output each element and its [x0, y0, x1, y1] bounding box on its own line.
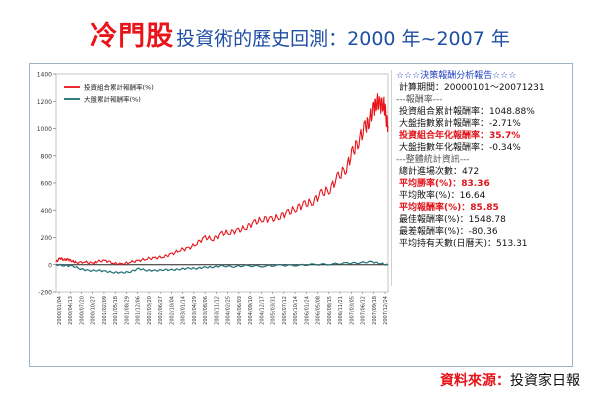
- source-value: 投資家日報: [510, 373, 580, 389]
- source-line: 資料來源：投資家日報: [440, 370, 580, 390]
- x-tick-label: 2006/01/24: [304, 296, 310, 325]
- min-return-value: -80.36: [468, 227, 498, 237]
- x-tick-label: 2003/04/29: [192, 296, 198, 325]
- win-rate-label: 平均勝率(%)：: [399, 179, 462, 189]
- x-tick-label: 2003/01/14: [181, 296, 187, 325]
- page-title: 冷門股 投資術的歷史回測：2000 年~2007 年: [0, 14, 600, 53]
- y-tick-label: 400: [41, 208, 53, 215]
- x-tick-label: 2000/01/04: [57, 296, 63, 325]
- report-index-cum: 大盤指數累計報酬率：-2.71%: [396, 118, 567, 130]
- index-cum-value: -2.71%: [489, 119, 521, 129]
- period-value: 20000101～20071231: [444, 83, 545, 93]
- y-tick-label: 1200: [37, 99, 52, 106]
- x-tick-label: 2002/06/27: [158, 296, 164, 325]
- index-ann-value: -0.34%: [489, 143, 521, 153]
- x-tick-label: 2004/06/03: [237, 296, 243, 325]
- report-period: 計算期間：20000101～20071231: [396, 82, 567, 94]
- period-label: 計算期間：: [399, 83, 445, 93]
- x-tick-label: 2007/03/05: [349, 296, 355, 325]
- report-section-return: ---報酬率---: [396, 95, 443, 105]
- chart-panel: -200 0 200 400 600 800 1000 1200 1400 2000/01/04 2…: [29, 63, 573, 367]
- portfolio-cum-value: 1048.88%: [489, 107, 535, 117]
- report-avg-return: 平均報酬率(%)：85.85: [396, 202, 567, 214]
- x-tick-label: 2000/07/20: [79, 296, 85, 325]
- min-return-label: 最差報酬率(%)：: [399, 227, 469, 237]
- report-index-ann: 大盤指數年化報酬率：-0.34%: [396, 142, 567, 154]
- x-tick-label: 2000/04/13: [68, 296, 74, 325]
- index-ann-label: 大盤指數年化報酬率：: [399, 143, 490, 153]
- report-portfolio-ann: 投資組合年化報酬率：35.7%: [396, 130, 567, 142]
- report-heading: ☆☆☆決策報酬分析報告☆☆☆: [396, 71, 517, 81]
- report-max-return: 最佳報酬率(%)：1548.78: [396, 214, 567, 226]
- source-label: 資料來源：: [440, 373, 510, 389]
- y-tick-label: 200: [41, 235, 53, 242]
- portfolio-cum-label: 投資組合累計報酬率：: [399, 107, 490, 117]
- x-tick-label: 2001/12/06: [136, 296, 142, 325]
- line-chart: -200 0 200 400 600 800 1000 1200 1400 2000/01/04 2…: [37, 72, 389, 325]
- y-tick-label: 1000: [37, 126, 52, 133]
- report-loss-rate: 平均敗率(%)：16.64: [396, 190, 567, 202]
- x-tick-label: 2006/11/21: [338, 296, 344, 325]
- x-tick-label: 2005/10/14: [293, 296, 299, 325]
- x-tick-label: 2004/02/25: [226, 296, 232, 325]
- x-tick-label: 2001/02/09: [102, 296, 108, 325]
- plot-area: [55, 73, 389, 293]
- avg-return-label: 平均報酬率(%)：: [399, 203, 471, 213]
- x-tick-label: 2000/10/27: [91, 296, 97, 325]
- x-tick-label: 2001/08/29: [124, 296, 130, 325]
- report-win-rate: 平均勝率(%)：83.36: [396, 178, 567, 190]
- portfolio-ann-label: 投資組合年化報酬率：: [399, 131, 490, 141]
- x-tick-label: 2003/11/12: [214, 296, 220, 325]
- y-tick-label: -200: [38, 290, 52, 297]
- x-tick-label: 2002/03/20: [147, 296, 153, 325]
- win-rate-value: 83.36: [461, 179, 490, 189]
- portfolio-ann-value: 35.7%: [489, 131, 521, 141]
- report-panel: ☆☆☆決策報酬分析報告☆☆☆ 計算期間：20000101～20071231 --…: [391, 70, 567, 286]
- title-main: 冷門股: [90, 21, 175, 52]
- trades-label: 總計進場次數：: [399, 167, 463, 177]
- report-portfolio-cum: 投資組合累計報酬率：1048.88%: [396, 106, 567, 118]
- legend-label: 投資組合累計報酬率(%): [84, 83, 154, 92]
- x-tick-label: 2007/09/18: [372, 296, 378, 325]
- series-index-line: [55, 260, 389, 274]
- title-subtitle: 投資術的歷史回測：2000 年~2007 年: [176, 28, 510, 50]
- report-trades: 總計進場次數：472: [396, 166, 567, 178]
- x-tick-label: 2003/08/06: [203, 296, 209, 325]
- loss-rate-label: 平均敗率(%)：: [399, 191, 460, 201]
- x-tick-label: 2005/07/12: [282, 296, 288, 325]
- legend-label: 大盤累計報酬率(%): [84, 95, 141, 104]
- x-tick-label: 2006/08/15: [327, 296, 333, 325]
- x-tick-label: 2001/05/18: [113, 296, 119, 325]
- x-tick-label: 2007/12/24: [383, 296, 389, 325]
- hold-days-value: 513.31: [496, 239, 528, 249]
- x-tick-label: 2004/09/10: [248, 296, 254, 325]
- trades-value: 472: [462, 167, 480, 177]
- avg-return-value: 85.85: [470, 203, 499, 213]
- series-portfolio-line: [55, 93, 389, 266]
- report-min-return: 最差報酬率(%)：-80.36: [396, 226, 567, 238]
- y-tick-label: 800: [41, 153, 53, 160]
- y-tick-label: 0: [48, 262, 52, 269]
- x-tick-label: 2002/10/04: [169, 296, 175, 325]
- y-tick-label: 1400: [37, 72, 52, 79]
- loss-rate-value: 16.64: [459, 191, 486, 201]
- report-hold-days: 平均持有天數(日曆天)：513.31: [396, 238, 567, 250]
- y-tick-label: 600: [41, 181, 53, 188]
- report-section-stats: ---整體統計資訊---: [396, 155, 470, 165]
- x-tick-label: 2007/06/12: [361, 296, 367, 325]
- max-return-label: 最佳報酬率(%)：: [399, 215, 469, 225]
- max-return-value: 1548.78: [468, 215, 506, 225]
- x-tick-label: 2005/03/31: [271, 296, 277, 325]
- x-tick-label: 2006/05/08: [316, 296, 322, 325]
- x-tick-label: 2004/12/17: [259, 296, 265, 325]
- hold-days-label: 平均持有天數(日曆天)：: [399, 239, 497, 249]
- index-cum-label: 大盤指數累計報酬率：: [399, 119, 490, 129]
